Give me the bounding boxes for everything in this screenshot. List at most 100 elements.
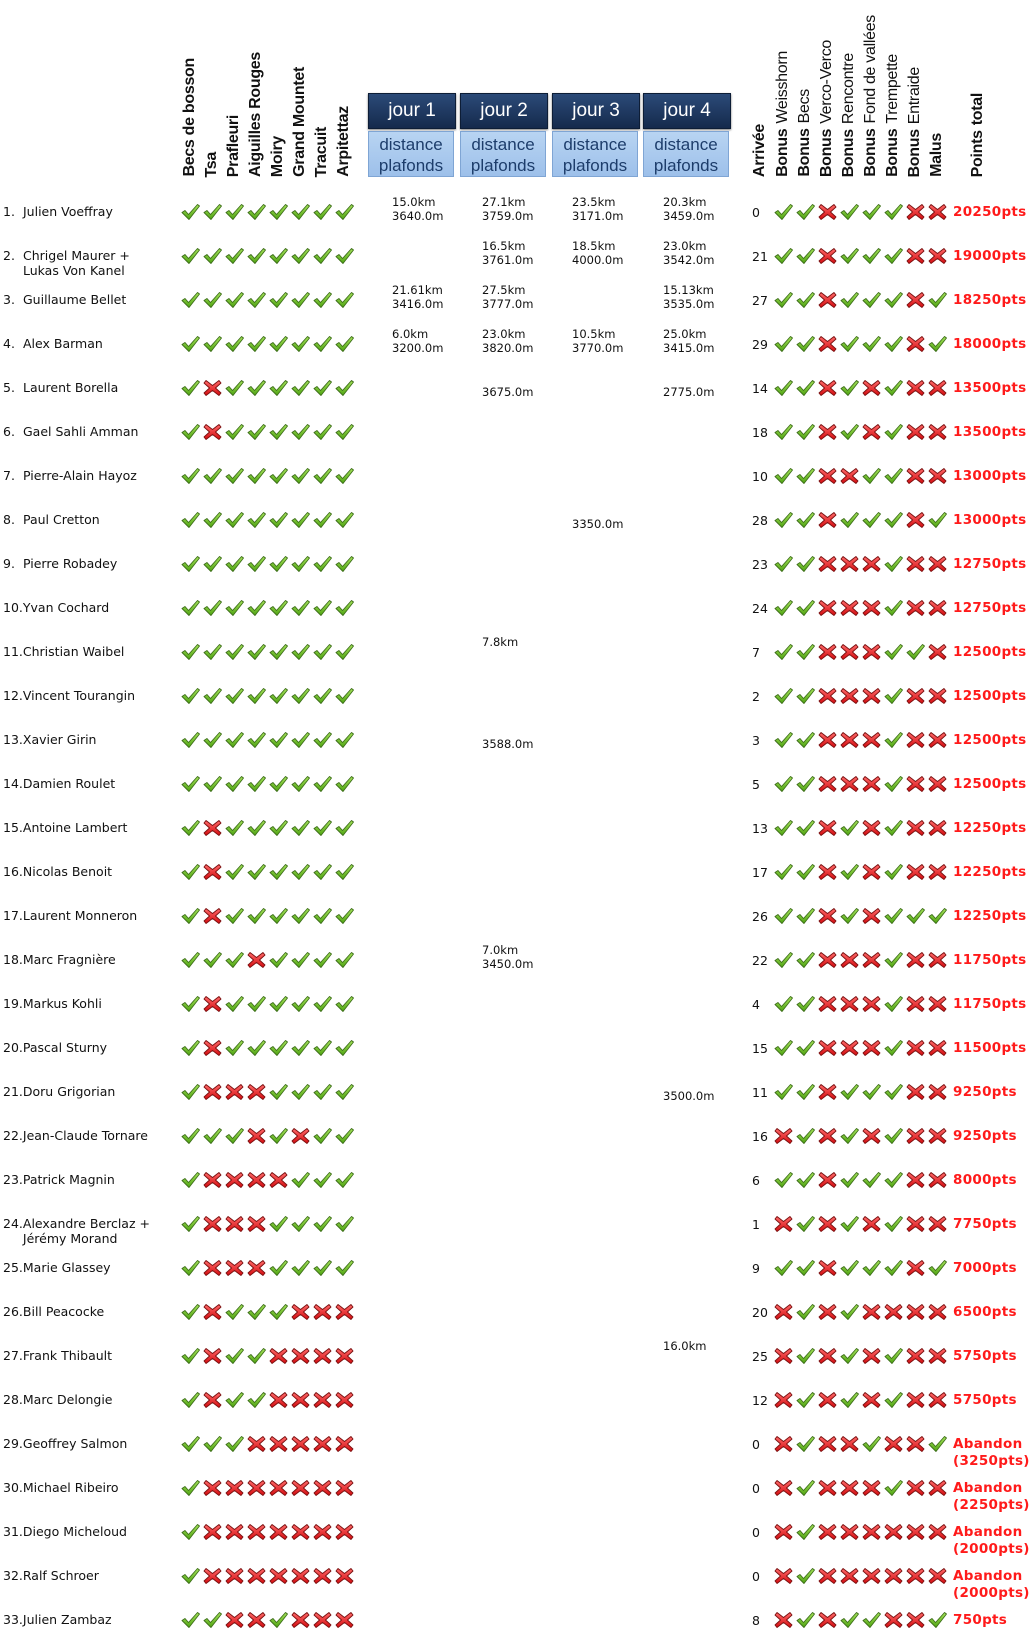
- tab-jour-2[interactable]: jour 2: [460, 93, 548, 129]
- red-cross-icon: [203, 863, 222, 881]
- plafonds-label: plafonds: [653, 156, 719, 175]
- green-check-icon: [840, 1171, 859, 1189]
- red-cross-icon: [203, 1259, 222, 1277]
- name-line: Nicolas Benoit: [22, 864, 113, 879]
- column-header: Bonus Trempette: [883, 54, 903, 177]
- green-check-icon: [269, 335, 288, 353]
- green-check-icon: [840, 203, 859, 221]
- column-header: Bonus Weisshorn: [773, 51, 793, 177]
- green-check-icon: [313, 951, 332, 969]
- participant-name: 2. Chrigel Maurer + Lukas Von Kanel: [3, 248, 130, 278]
- name-line: Alexandre Berclaz +: [22, 1216, 150, 1231]
- green-check-icon: [774, 775, 793, 793]
- arrivee-value: 5: [752, 777, 760, 792]
- red-cross-icon: [906, 1611, 925, 1629]
- red-cross-icon: [906, 423, 925, 441]
- points-line: 9250pts: [953, 1128, 1017, 1144]
- green-check-icon: [291, 1259, 310, 1277]
- green-check-icon: [928, 1259, 947, 1277]
- green-check-icon: [291, 555, 310, 573]
- red-cross-icon: [840, 1567, 859, 1585]
- points-line: Abandon: [953, 1480, 1023, 1496]
- table-row: 14. Damien Roulet 5 12500pts: [0, 762, 1031, 806]
- red-cross-icon: [862, 1127, 881, 1145]
- points-total: 18000pts: [953, 336, 1027, 353]
- red-cross-icon: [818, 599, 837, 617]
- table-row: 27. Frank Thibault 16.0km 25 5750pts: [0, 1334, 1031, 1378]
- name-text: Marc Fragnière: [23, 952, 116, 967]
- tab-jour-1[interactable]: jour 1: [368, 93, 456, 129]
- rank: 30.: [3, 1480, 23, 1495]
- plafond-value: 3450.0m: [482, 957, 534, 971]
- jour-2-result: 16.5km 3761.0m: [482, 239, 533, 267]
- points-total: 12250pts: [953, 864, 1027, 881]
- green-check-icon: [774, 643, 793, 661]
- red-cross-icon: [862, 1391, 881, 1409]
- red-cross-icon: [291, 1347, 310, 1365]
- green-check-icon: [884, 423, 903, 441]
- red-cross-icon: [862, 687, 881, 705]
- rank: 16.: [3, 864, 23, 879]
- arrivee-value: 13: [752, 821, 768, 836]
- green-check-icon: [313, 1171, 332, 1189]
- participant-name: 19. Markus Kohli: [3, 996, 102, 1011]
- rank: 25.: [3, 1260, 23, 1275]
- green-check-icon: [313, 1259, 332, 1277]
- green-check-icon: [774, 1083, 793, 1101]
- green-check-icon: [796, 335, 815, 353]
- red-cross-icon: [818, 1083, 837, 1101]
- green-check-icon: [313, 731, 332, 749]
- red-cross-icon: [291, 1523, 310, 1541]
- green-check-icon: [247, 555, 266, 573]
- jour-2-result: 27.5km 3777.0m: [482, 283, 533, 311]
- red-cross-icon: [862, 1523, 881, 1541]
- tab-jour-4[interactable]: jour 4: [643, 93, 731, 129]
- green-check-icon: [840, 863, 859, 881]
- name-text: Vincent Tourangin: [23, 688, 135, 703]
- red-cross-icon: [247, 951, 266, 969]
- name-line: Christian Waibel: [22, 644, 125, 659]
- green-check-icon: [335, 555, 354, 573]
- red-cross-icon: [928, 1347, 947, 1365]
- rank: 33.: [3, 1612, 23, 1627]
- green-check-icon: [181, 687, 200, 705]
- red-cross-icon: [840, 995, 859, 1013]
- column-header: Bonus Rencontre: [839, 53, 859, 177]
- green-check-icon: [884, 555, 903, 573]
- tab-jour-3[interactable]: jour 3: [552, 93, 640, 129]
- rank: 10.: [3, 600, 23, 615]
- table-row: 12. Vincent Tourangin 2 12500pts: [0, 674, 1031, 718]
- column-header-label: Bonus: [774, 128, 791, 177]
- distance-plafonds-header: distance plafonds: [368, 131, 454, 177]
- green-check-icon: [335, 863, 354, 881]
- green-check-icon: [181, 907, 200, 925]
- name-text: Guillaume Bellet: [23, 292, 126, 307]
- rank: 5.: [3, 380, 15, 395]
- distance-value: 21.61km: [392, 283, 443, 297]
- green-check-icon: [335, 379, 354, 397]
- green-check-icon: [181, 1127, 200, 1145]
- green-check-icon: [884, 687, 903, 705]
- points-line: 12750pts: [953, 600, 1027, 616]
- rank: 26.: [3, 1304, 23, 1319]
- name-line: Diego Micheloud: [22, 1524, 127, 1539]
- name-text: Marie Glassey: [23, 1260, 111, 1275]
- participant-name: 21. Doru Grigorian: [3, 1084, 115, 1099]
- arrivee-value: 3: [752, 733, 760, 748]
- participant-name: 13. Xavier Girin: [3, 732, 96, 747]
- green-check-icon: [774, 1171, 793, 1189]
- green-check-icon: [225, 1435, 244, 1453]
- green-check-icon: [313, 555, 332, 573]
- green-check-icon: [774, 203, 793, 221]
- points-total: 12250pts: [953, 908, 1027, 925]
- green-check-icon: [225, 423, 244, 441]
- column-header-label: Tracuit: [313, 126, 330, 177]
- green-check-icon: [862, 1083, 881, 1101]
- green-check-icon: [291, 643, 310, 661]
- red-cross-icon: [818, 1523, 837, 1541]
- green-check-icon: [335, 203, 354, 221]
- red-cross-icon: [818, 423, 837, 441]
- green-check-icon: [181, 467, 200, 485]
- red-cross-icon: [840, 731, 859, 749]
- red-cross-icon: [225, 1083, 244, 1101]
